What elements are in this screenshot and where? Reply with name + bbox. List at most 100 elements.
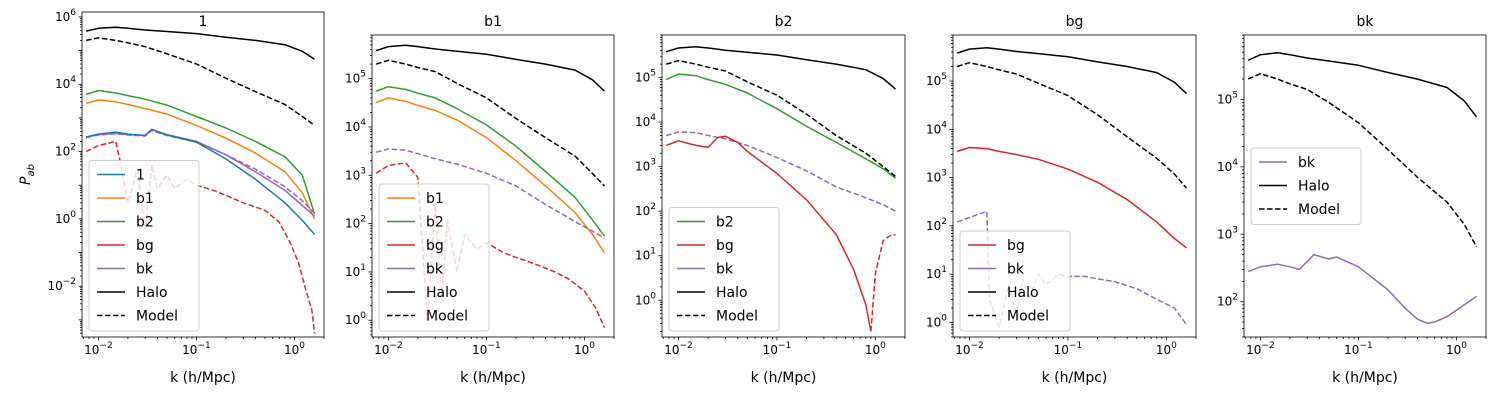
x-tick-label: 10−2	[664, 341, 693, 357]
series-line-bg-dashed	[870, 233, 896, 332]
y-tick-label: 100	[926, 313, 947, 329]
series-line-bg-solid	[665, 135, 872, 332]
panel-1: 1 10−2 10−1 100 10−2 100 102 104 106 k (h/Mpc) Pab…	[18, 8, 325, 386]
legend: b1 b2 bg bk Halo Model	[378, 183, 490, 332]
series-line-model	[665, 59, 896, 178]
x-tick-label: 100	[1156, 341, 1177, 357]
legend-label: bg	[1007, 238, 1025, 254]
panel-4: bg 10−2 10−1 100 100 101 102 103 104 105 k (h/Mpc)…	[926, 14, 1197, 386]
y-tick-label: 103	[1217, 225, 1238, 241]
legend-label: b2	[136, 215, 154, 231]
y-tick-label: 101	[345, 263, 366, 279]
legend-label: bg	[716, 238, 734, 254]
legend-label: b1	[136, 191, 154, 207]
x-axis-label: k (h/Mpc)	[1042, 370, 1108, 386]
y-tick-label: 102	[1217, 293, 1238, 309]
legend-box	[668, 207, 780, 332]
legend-label: Model	[426, 309, 468, 325]
y-tick-label: 102	[635, 202, 656, 218]
series-line-model	[956, 61, 1188, 189]
x-tick-label: 100	[1446, 341, 1467, 357]
legend-label: Halo	[426, 285, 458, 301]
x-tick-label: 10−1	[1344, 341, 1373, 357]
series-group	[665, 46, 896, 332]
axes-frame	[1243, 34, 1487, 338]
x-tick-label: 10−1	[1054, 341, 1083, 357]
series-line-bk-dashed	[665, 131, 896, 212]
axes-frame	[952, 34, 1197, 338]
y-tick-label: 104	[635, 113, 656, 129]
legend-label: Model	[716, 309, 758, 325]
series-line-model	[1247, 72, 1478, 248]
panel-2: b1 10−2 10−1 100 100 101 102 103 104 105 k (h/Mpc)…	[345, 14, 615, 386]
axes-frame	[661, 34, 906, 338]
y-tick-label: 100	[55, 210, 76, 226]
y-tick-label: 104	[926, 120, 947, 136]
legend-label: Model	[1007, 309, 1049, 325]
legend-label: bg	[426, 238, 444, 254]
x-tick-label: 100	[284, 341, 305, 357]
y-tick-label: 104	[1217, 158, 1238, 174]
legend-label: Halo	[1298, 179, 1330, 195]
y-tick-label: 102	[345, 215, 366, 231]
series-line-halo	[375, 44, 606, 92]
legend-label: b2	[716, 215, 734, 231]
x-tick-label: 10−1	[763, 341, 792, 357]
y-tick-label: 105	[1217, 90, 1238, 106]
legend-label: 1	[136, 168, 145, 184]
series-line-bk-dashed	[376, 148, 605, 239]
x-axis-label: k (h/Mpc)	[751, 370, 817, 386]
series-line-b2	[85, 89, 316, 215]
legend-label: bk	[136, 262, 154, 278]
x-tick-label: 100	[574, 341, 595, 357]
series-line-halo	[1247, 52, 1478, 118]
series-line-b1	[85, 99, 316, 220]
series-line-b1	[375, 97, 606, 254]
y-tick-label: 100	[635, 291, 656, 307]
y-tick-label: 105	[345, 70, 366, 86]
y-tick-label: 106	[55, 8, 76, 24]
x-axis-label: k (h/Mpc)	[460, 370, 526, 386]
legend-label: b2	[426, 215, 444, 231]
legend-label: Model	[136, 309, 178, 325]
y-axis-label: Pab	[18, 164, 37, 185]
y-tick-label: 105	[926, 72, 947, 88]
x-tick-label: 10−2	[84, 341, 113, 357]
y-tick-label: 101	[926, 265, 947, 281]
legend: 1 b1 b2 bg bk Halo Model	[88, 160, 200, 332]
y-tick-label: 102	[926, 217, 947, 233]
legend-label: b1	[426, 191, 444, 207]
panel-title: b1	[484, 14, 502, 30]
y-tick-label: 103	[635, 158, 656, 174]
panel-title: bk	[1357, 14, 1375, 30]
legend: b2 bg bk Halo Model	[668, 207, 780, 332]
legend-label: Halo	[716, 285, 748, 301]
series-line-b2	[665, 73, 896, 179]
legend-label: bk	[716, 262, 734, 278]
y-tick-label: 10−2	[47, 277, 76, 293]
legend-label: bk	[1298, 155, 1316, 171]
series-line-bk	[1247, 253, 1477, 324]
legend: bg bk Halo Model	[959, 230, 1071, 332]
y-tick-label: 104	[55, 75, 76, 91]
y-tick-label: 100	[345, 311, 366, 327]
x-tick-label: 10−1	[472, 341, 501, 357]
x-tick-label: 10−2	[955, 341, 984, 357]
legend-label: bg	[136, 238, 154, 254]
series-line-halo	[665, 46, 896, 90]
legend-box	[88, 160, 200, 332]
series-line-halo	[86, 26, 315, 60]
x-tick-label: 10−2	[1246, 341, 1275, 357]
panel-5: bk 10−2 10−1 100 102 103 104 105 k (h/Mpc) bk Hal…	[1217, 14, 1487, 386]
y-tick-label: 105	[635, 69, 656, 85]
legend-label: Model	[1298, 202, 1340, 218]
y-tick-label: 103	[926, 169, 947, 185]
legend: bk Halo Model	[1250, 147, 1362, 225]
x-tick-label: 10−1	[182, 341, 211, 357]
y-tick-label: 104	[345, 118, 366, 134]
legend-box	[1250, 147, 1362, 225]
y-tick-label: 103	[345, 166, 366, 182]
x-axis-label: k (h/Mpc)	[170, 370, 236, 386]
series-line-1	[86, 128, 316, 235]
legend-label: Halo	[136, 285, 168, 301]
